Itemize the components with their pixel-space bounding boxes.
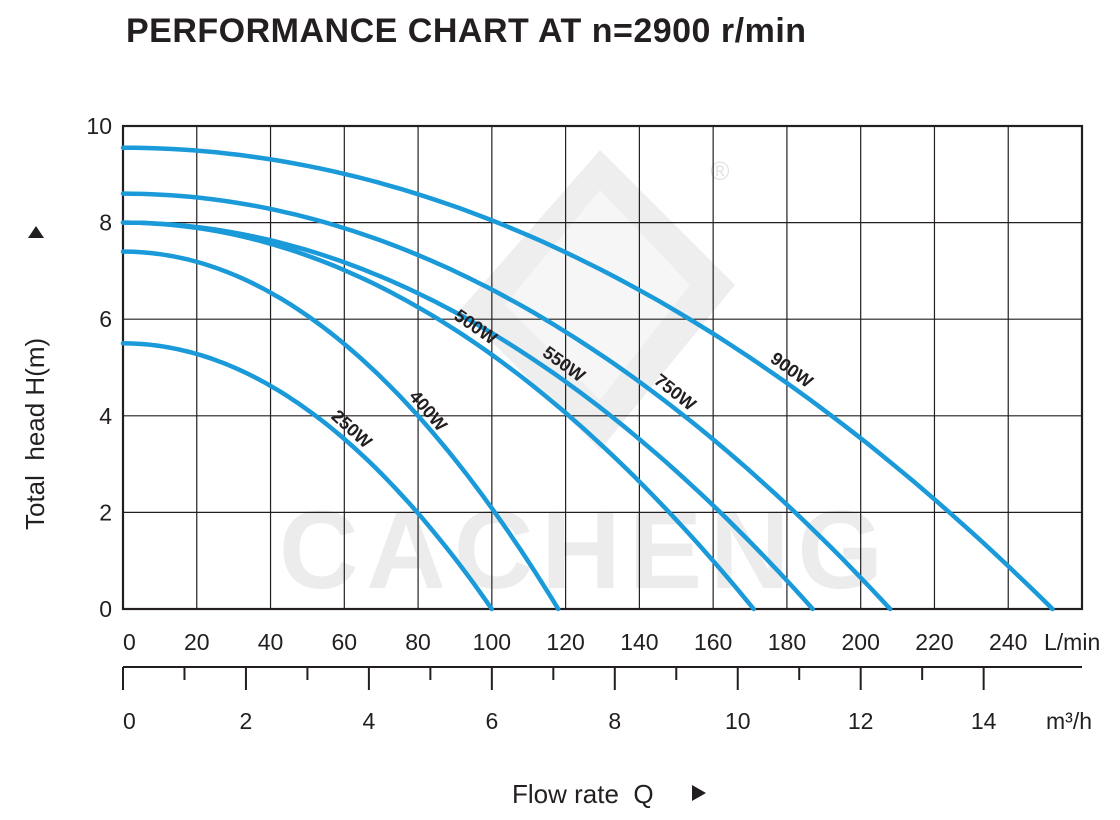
watermark-logo-inner-icon: [505, 190, 690, 400]
x-tick-label: 240: [989, 629, 1027, 655]
curves-layer: [120, 145, 1055, 612]
m3h-tick-label: 6: [485, 708, 498, 734]
x-axis-ticks-m3h: 0 2 4 6 8 10 12 14: [122, 667, 997, 734]
m3h-tick-label: 0: [123, 708, 136, 734]
y-tick-label: 10: [86, 113, 112, 139]
x-tick-label: 100: [473, 629, 511, 655]
x-tick-label: 40: [258, 629, 284, 655]
x-tick-label: 180: [768, 629, 806, 655]
watermark: CACHENG ®: [279, 150, 891, 612]
curve-550w: [120, 220, 815, 612]
x-tick-label: 160: [694, 629, 732, 655]
watermark-text: CACHENG: [279, 489, 891, 612]
x-axis-label-group: Flow rate Q: [512, 779, 706, 809]
x-tick-label: 80: [405, 629, 431, 655]
y-tick-label: 8: [99, 210, 112, 236]
y-axis-label-group: Total head H(m): [20, 226, 50, 530]
m3h-tick-label: 10: [725, 708, 751, 734]
x-axis-arrow-icon: [692, 785, 706, 801]
m3h-tick-label: 12: [848, 708, 874, 734]
curve-750w: [120, 191, 893, 612]
y-tick-label: 0: [99, 596, 112, 622]
chart-title: PERFORMANCE CHART AT n=2900 r/min: [126, 12, 807, 50]
x-tick-label: 120: [546, 629, 584, 655]
x-axis-ticks-lmin: 0 20 40 60 80 100 120 140 160 180 200 220 240: [123, 629, 1027, 655]
registered-mark: ®: [710, 156, 729, 186]
m3h-tick-label: 2: [240, 708, 253, 734]
x-tick-label: 200: [842, 629, 880, 655]
y-tick-label: 4: [99, 403, 112, 429]
x-tick-label: 60: [332, 629, 358, 655]
x-tick-label: 220: [915, 629, 953, 655]
y-axis-label: Total head H(m): [20, 338, 50, 530]
x-unit-m3h: m³/h: [1046, 708, 1092, 734]
y-axis-ticks: 0 2 4 6 8 10: [86, 113, 112, 622]
m3h-tick-label: 4: [362, 708, 375, 734]
y-tick-label: 6: [99, 306, 112, 332]
x-tick-label: 20: [184, 629, 210, 655]
y-axis-arrow-icon: [28, 226, 44, 238]
x-axis-label: Flow rate Q: [512, 779, 654, 809]
plot-frame: [121, 124, 1084, 611]
m3h-tick-label: 8: [608, 708, 621, 734]
x-tick-label: 140: [620, 629, 658, 655]
x-unit-lmin: L/min: [1044, 629, 1100, 655]
curve-250w: [120, 341, 495, 612]
x-tick-label: 0: [123, 629, 136, 655]
m3h-tick-label: 14: [971, 708, 997, 734]
curve-400w: [120, 249, 561, 612]
y-tick-label: 2: [99, 499, 112, 525]
curve-900w: [120, 145, 1055, 612]
